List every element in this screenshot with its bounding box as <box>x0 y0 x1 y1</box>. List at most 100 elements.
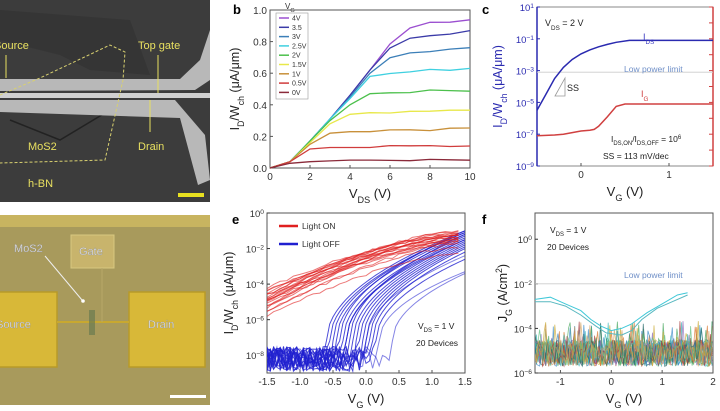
label-source: Source <box>0 319 31 331</box>
vds-annotation: VDS = 1 V <box>418 321 455 334</box>
light-off-curve <box>267 233 465 373</box>
plot-frame <box>534 212 714 374</box>
y-tick-label: 0.8 <box>253 38 267 49</box>
text-part: DS <box>358 195 371 205</box>
y-tick-label: 10−4 <box>246 280 264 292</box>
legend-title: VG <box>285 2 295 14</box>
x-tick-label: 6 <box>387 172 393 183</box>
text-part: V <box>607 184 616 199</box>
panel-letter-f: f <box>482 212 487 227</box>
text-part: 2 <box>494 268 504 273</box>
y-axis-label: ID/Wch (μA/μm) <box>491 45 509 128</box>
text-part: (V) <box>621 391 642 406</box>
text-part: −2 <box>524 279 532 286</box>
devices-annotation: 20 Devices <box>416 338 458 348</box>
device-leakage-curve <box>535 322 713 367</box>
x-tick-label: 2 <box>307 172 313 183</box>
series-line-0.5V <box>269 144 471 169</box>
y-tick-label: 10−5 <box>516 98 534 110</box>
text-part: 10 <box>516 35 527 46</box>
text-part: (A/cm <box>496 273 510 309</box>
text-part: = 10 <box>659 134 678 144</box>
text-part: G <box>504 309 514 316</box>
light-off-curve <box>267 232 465 372</box>
text-part: −1 <box>526 34 534 41</box>
text-part: 0 <box>260 209 264 216</box>
text-part: DS <box>551 25 560 32</box>
text-part: /W <box>228 105 242 120</box>
x-tick-label: 1 <box>659 377 665 388</box>
text-part: −2 <box>256 244 264 251</box>
light-on-curve <box>267 235 459 298</box>
label-h-bn: h-BN <box>28 178 53 190</box>
series-line-IG <box>536 103 713 137</box>
text-part: 10 <box>516 67 527 78</box>
x-tick-label: 1 <box>666 170 672 181</box>
y-tick-label: 0.6 <box>253 69 267 80</box>
text-part: (μA/μm) <box>222 252 236 300</box>
light-on-curve <box>267 230 459 300</box>
x-tick-label: 10 <box>464 172 476 183</box>
legend-entry: 4V <box>292 16 301 23</box>
text-part: (V) <box>622 184 643 199</box>
series-line-1.5V <box>269 109 470 169</box>
legend-entry: 0V <box>292 90 301 97</box>
text-part: DS <box>556 232 564 238</box>
x-tick-label: 8 <box>427 172 433 183</box>
text-part: G <box>644 96 649 103</box>
text-part: 6 <box>678 135 682 141</box>
text-part: I <box>643 32 646 42</box>
x-axis-label: VDS (V) <box>349 186 391 205</box>
device-leakage-curve <box>535 328 713 368</box>
light-on-curve <box>267 246 459 312</box>
y-tick-label: 10−9 <box>516 162 534 174</box>
panel-letter-b: b <box>233 2 241 17</box>
text-part: G <box>614 400 621 410</box>
text-part: I <box>491 124 505 127</box>
text-part: −6 <box>256 315 264 322</box>
text-part: = 2 V <box>560 18 584 28</box>
x-axis-label: VG (V) <box>606 391 643 410</box>
text-part: 10 <box>520 3 531 14</box>
text-part: −3 <box>526 66 534 73</box>
text-part: V <box>545 18 551 28</box>
text-part: −7 <box>526 130 534 137</box>
text-part: V <box>285 2 291 11</box>
curves <box>267 230 465 373</box>
x-tick-label: -1 <box>556 377 565 388</box>
y-tick-label: 10−2 <box>514 279 532 291</box>
panel-letter-e: e <box>232 212 239 227</box>
vds-annotation: VDS = 1 V <box>550 225 587 238</box>
x-axis-label: VG (V) <box>607 184 644 203</box>
ss-label: SS <box>567 83 579 93</box>
text-part: 10 <box>514 324 525 335</box>
text-part: ch <box>499 93 509 102</box>
y-tick-label: 10−8 <box>246 351 264 363</box>
x-tick-label: 0.5 <box>392 377 406 388</box>
text-part: 10 <box>518 235 529 246</box>
text-part: /I <box>632 134 637 144</box>
text-part: 10 <box>246 280 257 291</box>
label-gate: Gate <box>79 246 103 258</box>
x-tick-label: -0.5 <box>324 377 342 388</box>
y-tick-label: 0.0 <box>253 164 267 175</box>
text-part: 10 <box>516 162 527 173</box>
text-part: 10 <box>246 245 257 256</box>
text-part: DS <box>646 39 655 46</box>
x-tick-label: 1.0 <box>425 377 439 388</box>
text-part: V <box>550 225 556 235</box>
label-top-gate: Top gate <box>138 40 180 52</box>
legend-entry: 2.5V <box>292 43 307 50</box>
series-line-0V <box>269 158 471 169</box>
text-part: 10 <box>516 98 527 109</box>
legend-entry: 3.5 <box>292 25 302 32</box>
text-part: I <box>222 331 236 334</box>
legend-entry: Light ON <box>302 221 336 231</box>
label-source: Source <box>0 40 29 52</box>
y-axis-label: ID/Wch (μA/μm) <box>222 252 240 335</box>
text-part: 10 <box>246 351 257 362</box>
text-part: ch <box>236 96 246 105</box>
light-on-curve <box>267 234 459 295</box>
